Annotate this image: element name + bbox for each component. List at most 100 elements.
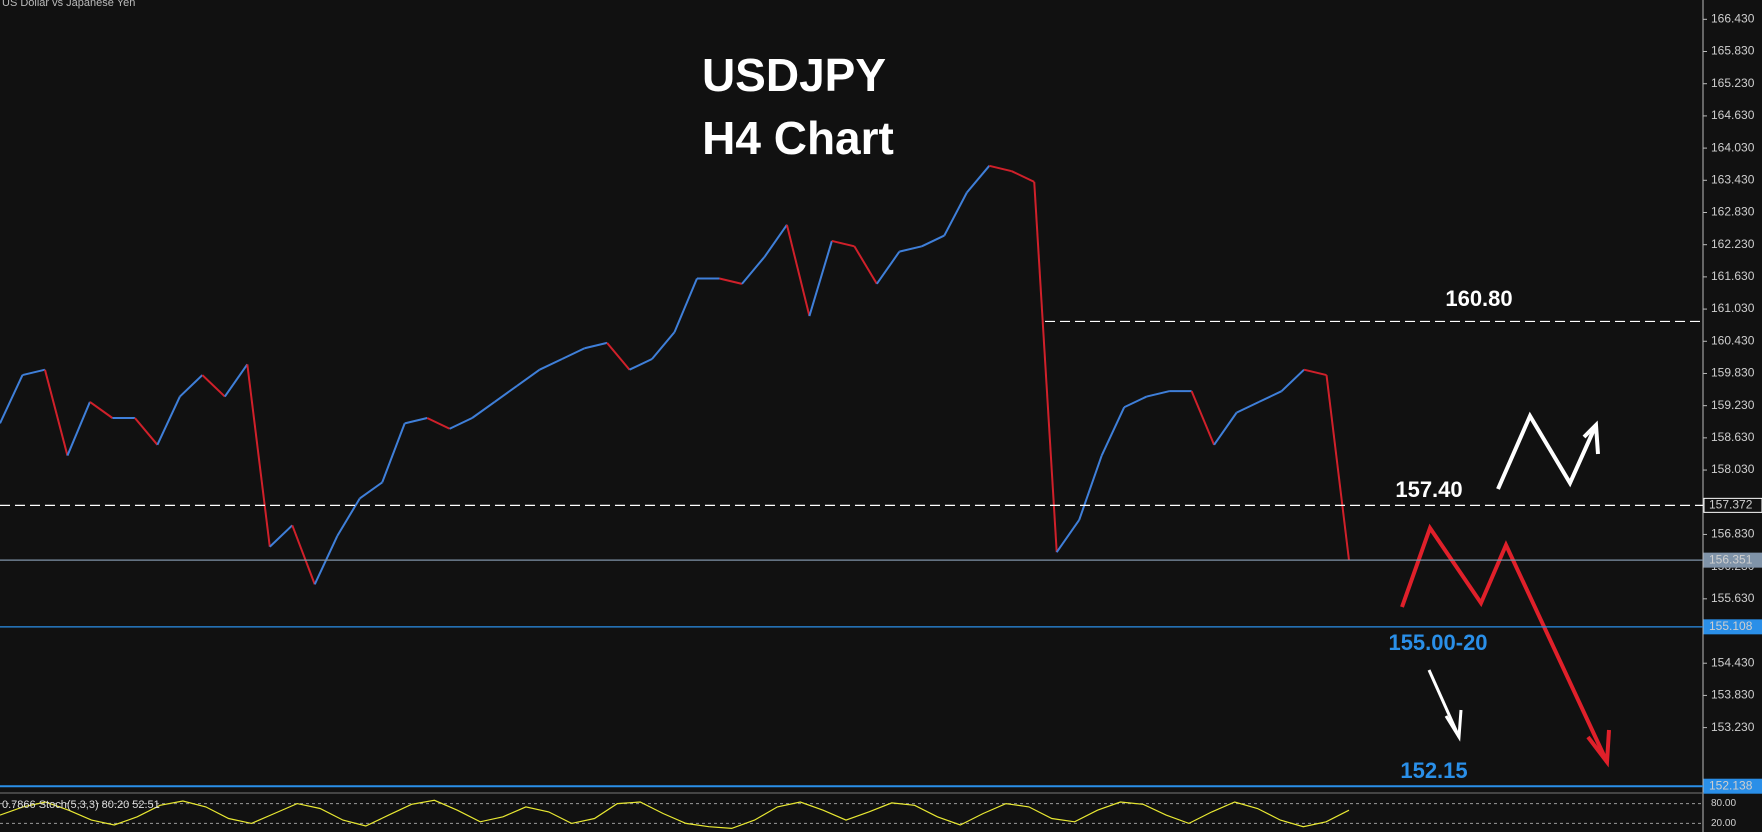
price-segment [1325,374,1350,561]
price-segment [1258,390,1282,403]
price-segment [741,256,766,285]
bearish-arrowhead [1586,729,1611,768]
price-segment [584,341,608,350]
level-annotation: 157.40 [1395,477,1462,502]
y-tick-label: 159.230 [1711,398,1755,412]
indicator-tick-label: 80.00 [1711,798,1736,809]
stochastic-line [0,799,1350,830]
price-segment [899,245,923,253]
price-segment [853,245,878,285]
price-segment [606,342,631,371]
price-segment [1055,519,1081,553]
indicator-tick-label: 20.00 [1711,818,1736,829]
y-tick-label: 165.830 [1711,44,1755,58]
price-segment [179,374,204,398]
price-segment [1033,181,1058,553]
price-segment [0,374,24,424]
price-segment [269,524,293,548]
y-tick-label: 162.830 [1711,205,1755,219]
price-segment [494,384,518,403]
price-segment [966,165,991,194]
y-tick-label: 163.430 [1711,172,1755,186]
level-annotation: 155.00-20 [1388,630,1487,655]
down-arrowhead [1444,709,1463,742]
indicator-label: 0.7866 Stoch(5,3,3) 80.20 52.51 [2,799,160,811]
price-segment [1011,170,1035,183]
y-tick-label: 161.030 [1711,301,1755,315]
level-annotation: 152.15 [1400,758,1467,783]
price-segment [22,368,46,377]
price-segment [719,277,743,285]
price-segment [134,417,159,446]
price-segment [1190,390,1216,446]
price-segment [291,524,316,585]
price-segment [336,497,361,537]
price-segment [539,358,563,371]
price-tag [1703,497,1762,513]
price-segment [989,164,1012,173]
price-segment [1146,390,1170,398]
price-segment [943,192,968,237]
price-segment [156,396,181,446]
y-tick-label: 161.630 [1711,269,1755,283]
price-segment [561,347,585,360]
chart-title: USDJPY [702,49,886,101]
price-segment [921,234,945,248]
price-segment [426,417,451,430]
price-segment [1280,368,1305,392]
price-segment [785,224,811,317]
price-tag-label: 152.138 [1709,778,1753,792]
price-tag-label: 155.108 [1709,619,1753,633]
price-segment [43,369,69,456]
y-tick-label: 155.630 [1711,591,1755,605]
price-segment [224,363,249,398]
price-segment [831,239,855,248]
y-tick-label: 153.230 [1711,720,1755,734]
bearish-path [1400,523,1609,763]
y-tick-label: 160.430 [1711,333,1755,347]
chart-subtitle: H4 Chart [702,112,894,164]
price-segment [763,224,788,258]
price-segment [1123,395,1148,409]
price-tag [1703,778,1762,794]
price-segment [359,481,383,500]
y-tick-label: 162.230 [1711,237,1755,251]
price-tag-label: 156.351 [1709,552,1753,566]
y-tick-label: 164.630 [1711,108,1755,122]
y-tick-label: 165.230 [1711,76,1755,90]
price-segment [1100,406,1126,456]
price-segment [516,368,541,387]
price-segment [404,417,428,425]
price-segment [1236,400,1260,414]
price-segment [471,401,496,419]
price-segment [876,251,901,285]
price-segment [629,358,653,371]
bullish-path [1496,411,1598,490]
bullish-arrowhead [1582,420,1600,455]
symbol-description: US Dollar vs Japanese Yen [2,0,135,9]
level-annotation: 160.80 [1445,286,1512,311]
scenario-drawings [1400,411,1611,768]
price-tag-label: 157.372 [1709,498,1753,512]
price-segment [66,401,91,456]
price-segment [673,278,698,333]
down-arrow [1427,669,1461,738]
price-segment [1078,455,1103,521]
price-tag [1703,552,1762,568]
price-segment [381,423,406,483]
y-tick-label: 158.030 [1711,462,1755,476]
price-segment [89,401,113,419]
price-segment [1303,368,1327,377]
y-tick-label: 166.430 [1711,11,1755,25]
price-segment [449,417,473,430]
y-tick-label: 164.030 [1711,140,1755,154]
price-segment [651,331,676,360]
price-segment [808,240,833,317]
price-segment [1213,412,1238,446]
price-segment [201,374,226,398]
price-tag [1703,619,1762,635]
y-tick-label: 154.430 [1711,655,1755,669]
y-tick-label: 158.630 [1711,430,1755,444]
